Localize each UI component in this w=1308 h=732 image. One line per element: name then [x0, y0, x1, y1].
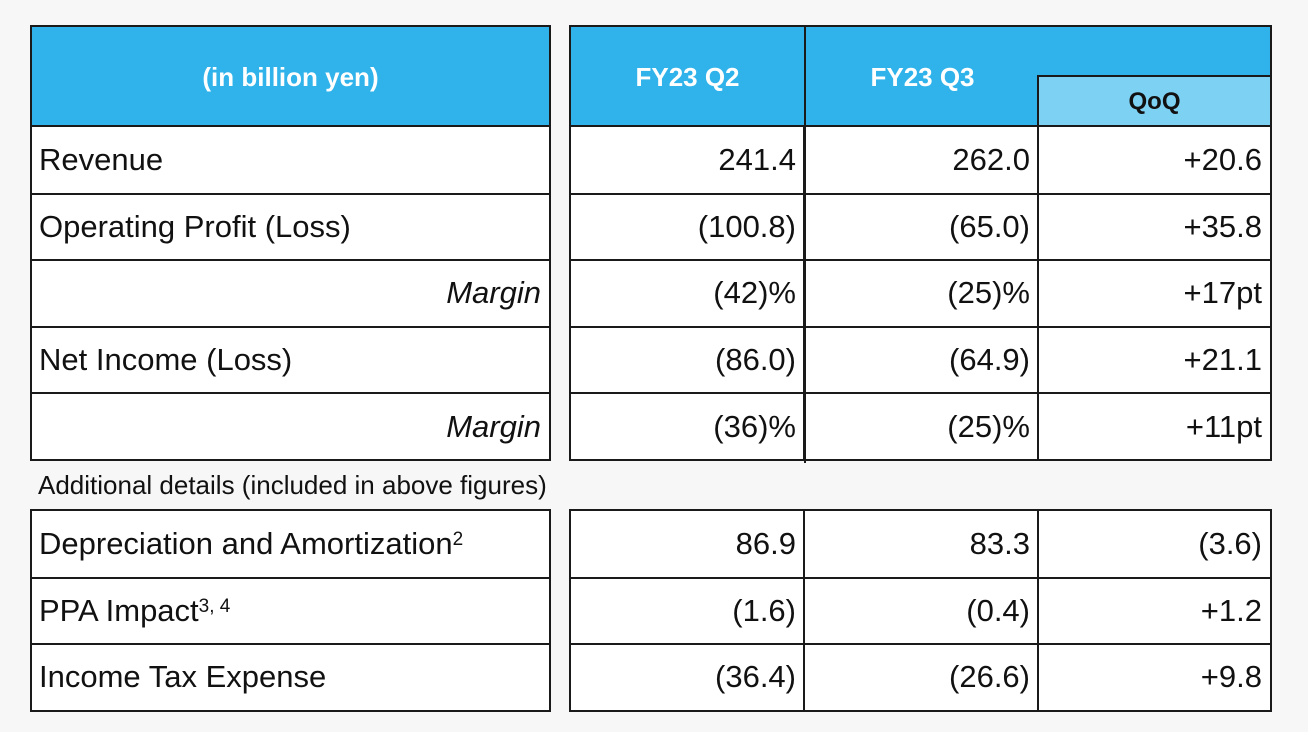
main-row-divider — [569, 259, 1272, 262]
detail-row-divider — [569, 576, 1272, 579]
col-header-fy23-q2: FY23 Q2 — [635, 61, 740, 92]
label-table-bottom — [30, 509, 551, 712]
detail-cell-q2: 86.9 — [735, 526, 796, 562]
main-row-label: Net Income (Loss) — [32, 327, 549, 394]
row-label-text: Margin — [446, 408, 541, 444]
detail-cell-q3: 83.3 — [969, 526, 1030, 562]
col-header-fy23-q3: FY23 Q3 — [870, 61, 975, 92]
main-cell-qoq: +20.6 — [1183, 142, 1262, 178]
detail-col-divider — [803, 511, 805, 711]
main-cell-qoq: +35.8 — [1183, 208, 1262, 244]
main-row-divider — [30, 392, 551, 395]
main-cell-q2: (86.0) — [715, 342, 796, 378]
main-cell-qoq: +17pt — [1183, 275, 1262, 311]
detail-cell-q2: (36.4) — [715, 659, 796, 695]
detail-col-divider — [1037, 511, 1039, 711]
main-row-label: Margin — [32, 260, 549, 327]
detail-cell-qoq: +1.2 — [1200, 592, 1262, 628]
main-row-divider — [569, 325, 1272, 328]
detail-row-divider — [569, 643, 1272, 646]
main-cell-q2: (100.8) — [697, 208, 796, 244]
main-cell-q2: (42)% — [713, 275, 796, 311]
row-label-text: Depreciation and Amortization — [39, 526, 453, 562]
main-cell-q3: 262.0 — [952, 142, 1030, 178]
detail-row-label: Depreciation and Amortization 2 — [39, 526, 464, 562]
col-header-qoq: QoQ — [1037, 75, 1270, 127]
main-row-divider — [30, 192, 551, 195]
value-table-bottom — [569, 509, 1272, 712]
main-row-divider — [30, 259, 551, 262]
unit-label: (in billion yen) — [202, 61, 379, 92]
main-cell-q3: (25)% — [947, 408, 1030, 444]
main-col-divider — [803, 127, 805, 460]
detail-row-label: PPA Impact 3, 4 — [39, 592, 231, 628]
main-row-label: Operating Profit (Loss) — [32, 194, 549, 261]
row-label-text: PPA Impact — [39, 592, 199, 628]
main-cell-qoq: +21.1 — [1183, 342, 1262, 378]
detail-cell-qoq: +9.8 — [1200, 659, 1262, 695]
main-cell-q3: (64.9) — [949, 342, 1030, 378]
detail-cell-qoq: (3.6) — [1198, 526, 1262, 562]
header-divider — [569, 125, 1272, 127]
detail-row-divider — [30, 576, 551, 579]
detail-row-label: Income Tax Expense — [32, 644, 549, 711]
detail-cell-q3: (26.6) — [949, 659, 1030, 695]
label-table-top: (in billion yen) — [30, 25, 551, 461]
header-divider — [30, 125, 551, 127]
row-label-text: Revenue — [39, 142, 164, 178]
main-col-divider — [1037, 127, 1039, 460]
additional-details-note: Additional details (included in above fi… — [38, 470, 547, 500]
main-cell-q2: (36)% — [713, 408, 796, 444]
main-row-divider — [569, 192, 1272, 195]
main-row-label: Revenue — [32, 127, 549, 194]
detail-row-divider — [30, 643, 551, 646]
detail-cell-q2: (1.6) — [732, 592, 796, 628]
main-row-label: Margin — [32, 393, 549, 460]
row-label-text: Operating Profit (Loss) — [39, 208, 351, 244]
main-cell-q3: (65.0) — [949, 208, 1030, 244]
row-label-text: Net Income (Loss) — [39, 342, 293, 378]
value-table-top: FY23 Q2 FY23 Q3 QoQ — [569, 25, 1272, 463]
row-label-text: Income Tax Expense — [39, 659, 327, 695]
main-cell-qoq: +11pt — [1185, 408, 1262, 444]
detail-cell-q3: (0.4) — [966, 592, 1030, 628]
row-label-text: Margin — [446, 275, 541, 311]
unit-header — [32, 27, 549, 127]
main-cell-q3: (25)% — [947, 275, 1030, 311]
main-row-divider — [569, 392, 1272, 395]
main-row-divider — [30, 325, 551, 328]
main-cell-q2: 241.4 — [718, 142, 796, 178]
